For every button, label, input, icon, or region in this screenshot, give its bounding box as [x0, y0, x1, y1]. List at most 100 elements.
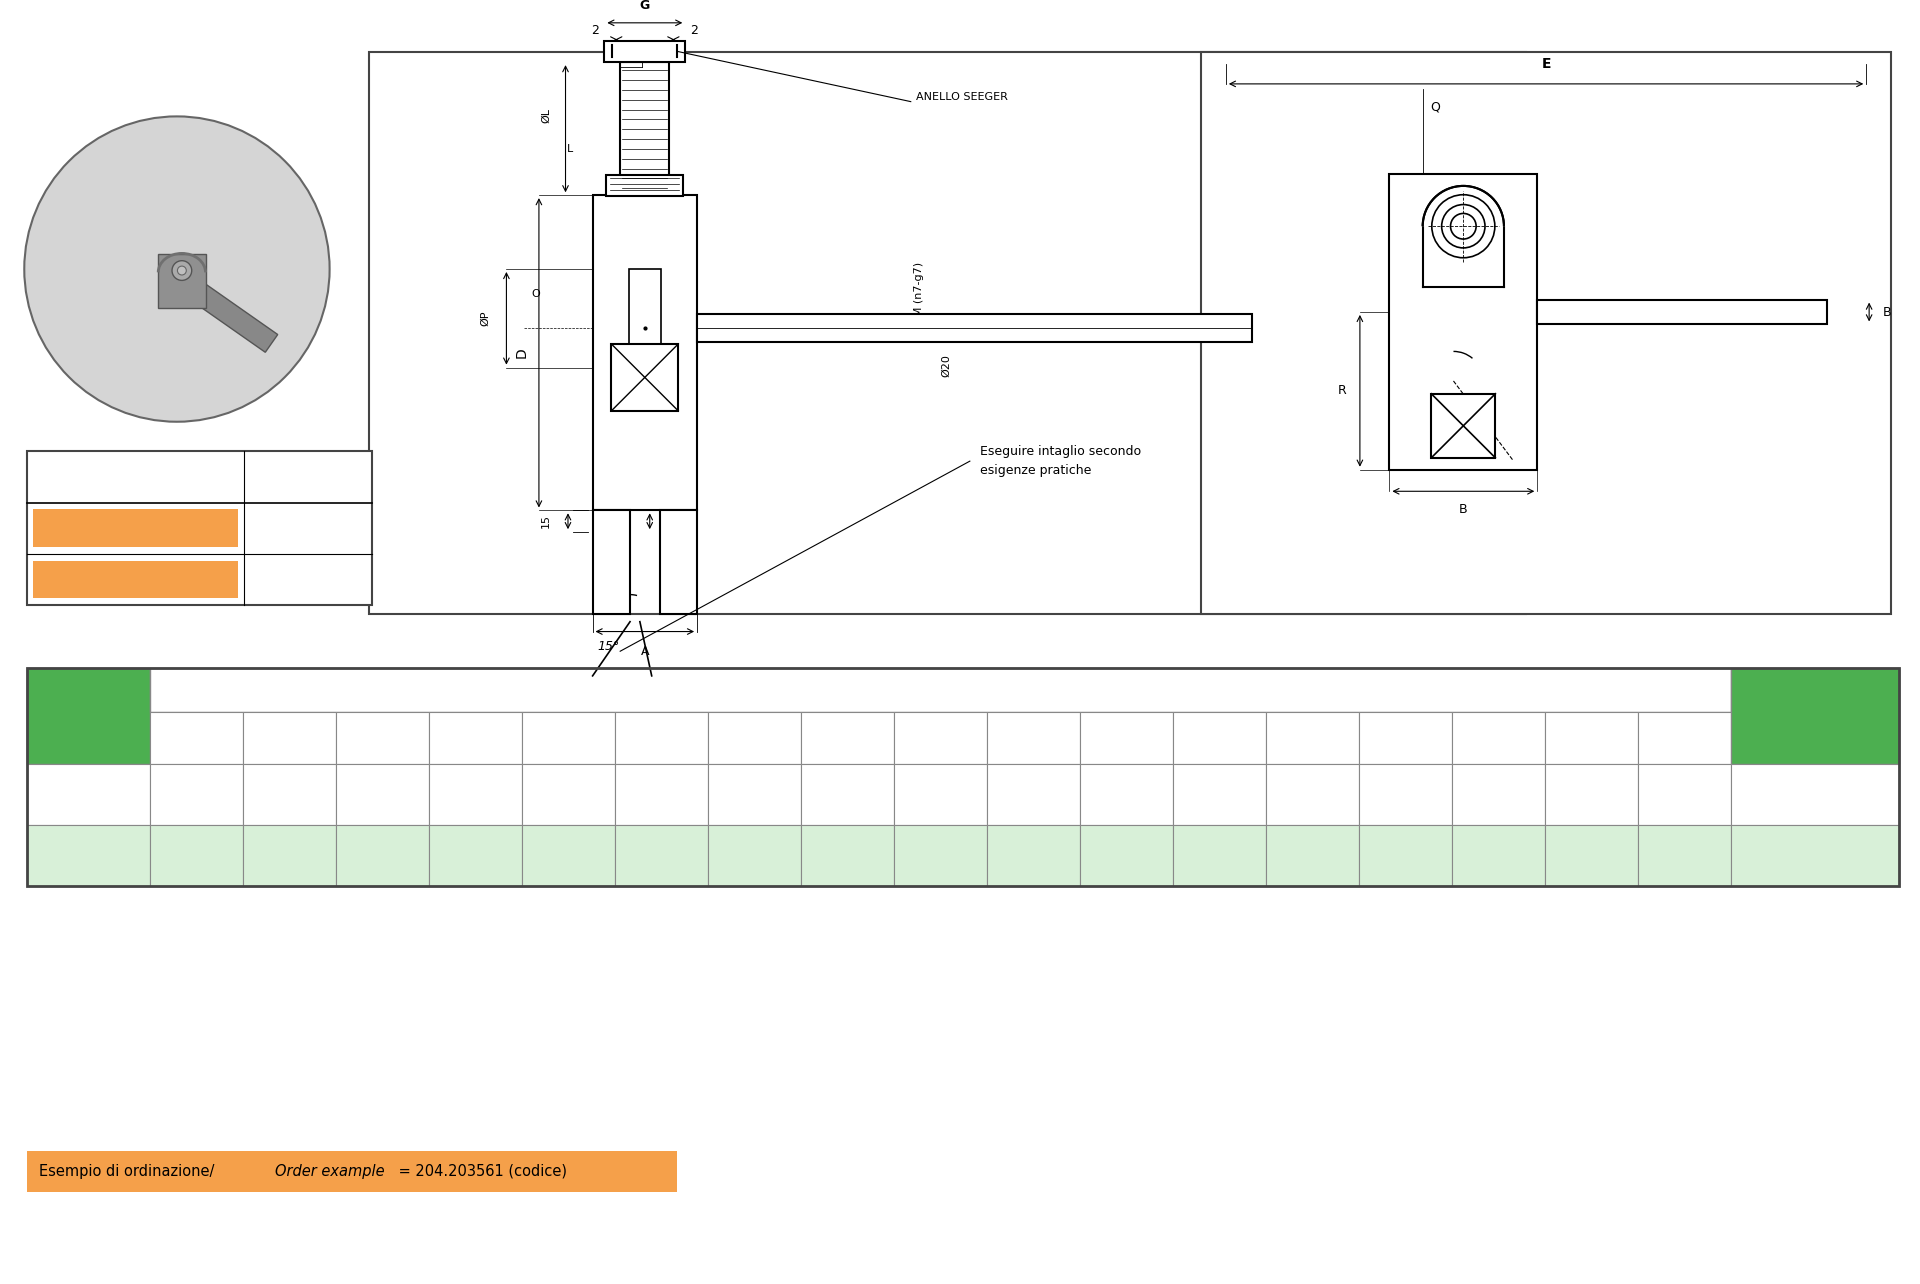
Bar	[157, 254, 205, 308]
Bar	[150, 713, 244, 764]
Bar	[522, 713, 614, 764]
Bar	[1081, 824, 1173, 886]
Bar	[1173, 824, 1267, 886]
Text: O: O	[532, 289, 540, 299]
Text: 204.203561: 204.203561	[79, 519, 188, 537]
Bar	[708, 824, 801, 886]
Circle shape	[1432, 195, 1496, 258]
Bar	[1732, 764, 1899, 824]
Text: Q: Q	[1430, 100, 1440, 113]
Bar	[27, 1150, 678, 1192]
Bar	[1732, 824, 1899, 886]
Bar	[1452, 713, 1546, 764]
Bar	[801, 824, 895, 886]
Text: Cod.: Cod.	[44, 573, 77, 587]
Bar	[1546, 764, 1638, 824]
Bar	[1081, 713, 1173, 764]
Text: DIMENSIONI FORCELLA: DIMENSIONI FORCELLA	[845, 681, 1037, 700]
Text: B: B	[284, 731, 294, 745]
Text: 204.203561: 204.203561	[1774, 787, 1857, 801]
Text: 6: 6	[622, 72, 630, 82]
Bar	[1538, 299, 1826, 325]
Text: esigenze pratiche: esigenze pratiche	[979, 465, 1091, 478]
Text: Cod.: Cod.	[44, 521, 77, 535]
Text: = 204.203561 (codice): = 204.203561 (codice)	[394, 1163, 566, 1179]
Text: I: I	[939, 731, 943, 745]
Text: D: D	[515, 348, 528, 358]
Bar	[895, 713, 987, 764]
Text: 40: 40	[1582, 787, 1601, 801]
Text: 10: 10	[1676, 787, 1693, 801]
Bar	[1359, 764, 1452, 824]
Text: 45: 45	[280, 849, 300, 862]
Text: G: G	[639, 0, 651, 12]
Text: S: S	[1680, 731, 1690, 745]
Bar	[244, 764, 336, 824]
Bar	[1359, 713, 1452, 764]
Text: Acciaio: Acciaio	[280, 546, 336, 561]
Text: S: S	[660, 515, 668, 528]
Text: ANELLO SEEGER: ANELLO SEEGER	[916, 91, 1008, 101]
Bar	[244, 713, 336, 764]
Text: Codice: Codice	[96, 470, 154, 484]
Text: Eseguire intaglio secondo: Eseguire intaglio secondo	[979, 444, 1140, 458]
Text: 16: 16	[1490, 787, 1507, 801]
Bar	[1173, 713, 1267, 764]
Bar	[1081, 764, 1173, 824]
Bar	[987, 764, 1081, 824]
Text: R: R	[1338, 384, 1346, 397]
Text: A: A	[641, 645, 649, 657]
Text: P: P	[1402, 731, 1409, 745]
Bar	[27, 668, 1899, 886]
Text: 15: 15	[541, 514, 551, 528]
Text: 2: 2	[83, 846, 94, 864]
Bar	[369, 53, 1526, 614]
Text: 15°: 15°	[597, 639, 620, 652]
Text: 204.203571: 204.203571	[1774, 849, 1857, 862]
Bar	[1452, 764, 1546, 824]
Text: 16: 16	[653, 787, 670, 801]
Bar	[1173, 764, 1267, 824]
Bar	[708, 764, 801, 824]
Bar	[27, 824, 150, 886]
Text: 35: 35	[1304, 849, 1321, 862]
Text: 30: 30	[1304, 787, 1321, 801]
Text: A: A	[192, 731, 202, 745]
Text: 24: 24	[747, 849, 764, 862]
Text: G: G	[749, 731, 760, 745]
Text: 90: 90	[561, 849, 578, 862]
Text: 15: 15	[1676, 849, 1693, 862]
Bar	[1390, 175, 1538, 470]
Text: 67,5: 67,5	[461, 849, 492, 862]
Bar	[430, 824, 522, 886]
Text: E: E	[1542, 58, 1551, 71]
Text: CODICE
(FIAT): CODICE (FIAT)	[1784, 700, 1847, 732]
Text: Materiale: Materiale	[267, 470, 349, 484]
Text: 70: 70	[561, 787, 578, 801]
Text: 20: 20	[747, 787, 764, 801]
Text: 2: 2	[689, 24, 699, 37]
Bar	[27, 668, 150, 764]
Bar	[801, 764, 895, 824]
Text: L: L	[566, 144, 574, 154]
Text: R: R	[1588, 731, 1597, 745]
Text: 43,5: 43,5	[833, 849, 864, 862]
Text: 20: 20	[1025, 787, 1043, 801]
Circle shape	[177, 266, 186, 275]
Text: O: O	[1308, 731, 1319, 745]
Bar	[593, 195, 697, 510]
Text: 204.203571: 204.203571	[79, 570, 188, 588]
Bar	[150, 764, 244, 824]
Text: 38,5: 38,5	[833, 787, 864, 801]
Bar	[895, 824, 987, 886]
Bar	[33, 510, 238, 547]
Bar	[1732, 668, 1899, 764]
Text: 1: 1	[83, 785, 94, 802]
Bar	[593, 510, 630, 614]
Ellipse shape	[25, 117, 330, 421]
Text: M: M	[1121, 731, 1133, 745]
Bar	[708, 713, 801, 764]
Bar	[614, 824, 708, 886]
Text: 2: 2	[591, 24, 599, 37]
Bar	[620, 62, 670, 195]
